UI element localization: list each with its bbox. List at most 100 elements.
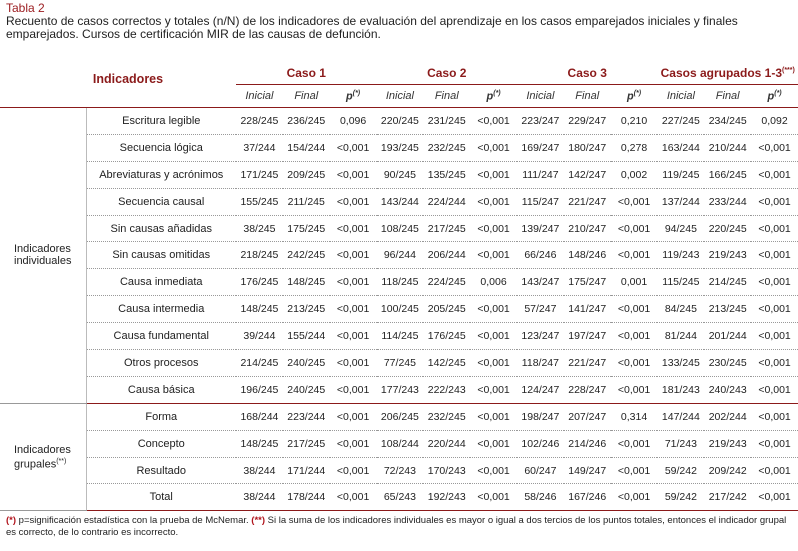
cell: 213/245: [282, 295, 330, 324]
cell: <0,001: [329, 215, 377, 243]
cell: <0,001: [470, 215, 517, 243]
table-label: Tabla 2: [6, 1, 45, 15]
data-row: Abreviaturas y acrónimos 171/245 209/245 <0…: [0, 161, 798, 189]
cell: <0,001: [329, 161, 377, 189]
data-row: Otros procesos 214/245 240/245 <0,001 77/245…: [0, 349, 798, 377]
cell: 228/247: [563, 376, 611, 404]
cell: 214/245: [236, 349, 283, 377]
cell: 137/244: [657, 188, 705, 216]
sub-header-text: p: [346, 90, 353, 103]
sub-header-sup: (*): [633, 89, 642, 97]
cell: <0,001: [470, 322, 517, 351]
column-group-header: Caso 2: [376, 54, 517, 85]
cell: 214/246: [563, 430, 611, 458]
cell: 148/245: [282, 268, 330, 297]
indicator-name: Secuencia lógica: [86, 134, 237, 162]
cell: 60/247: [516, 457, 564, 485]
cell: <0,001: [751, 376, 798, 404]
table-head: Indicadores Caso 1 Caso 2 Caso 3 Casos agru…: [0, 54, 798, 108]
data-row: Secuencia causal 155/245 211/245 <0,001 143/…: [0, 188, 798, 216]
cell: 220/245: [704, 215, 752, 243]
cell: 221/247: [563, 349, 611, 377]
sub-header-text: Final: [434, 90, 459, 102]
indicator-name: Sin causas añadidas: [86, 215, 237, 243]
indicator-name: Causa fundamental: [86, 322, 237, 351]
cell: 114/245: [376, 322, 424, 351]
cell: <0,001: [329, 268, 377, 297]
indicator-name: Secuencia causal: [86, 188, 237, 216]
data-row: Causa básica 196/245 240/245 <0,001 177/243 2…: [0, 376, 798, 404]
cell: 155/244: [282, 322, 330, 351]
indicator-name: Sin causas omitidas: [86, 241, 237, 270]
cell: <0,001: [610, 376, 658, 404]
cell: 220/245: [376, 107, 424, 135]
sub-header: p(*): [470, 84, 517, 108]
cell: 66/246: [516, 241, 564, 270]
cell: 142/245: [423, 349, 471, 377]
cell: 178/244: [282, 483, 330, 512]
footnote-mark: (**): [251, 515, 266, 527]
sub-header-text: p: [767, 90, 775, 103]
sub-header-text: Final: [294, 90, 319, 102]
cell: 148/245: [236, 295, 283, 324]
cell: <0,001: [329, 295, 377, 324]
cell: 119/245: [657, 161, 705, 189]
cell: 234/245: [704, 107, 752, 135]
sub-header: Inicial: [657, 84, 705, 108]
cell: 38/244: [236, 457, 283, 485]
cell: 143/244: [376, 188, 424, 216]
cell: <0,001: [329, 349, 377, 377]
cell: <0,001: [751, 430, 798, 458]
cell: 59/242: [657, 457, 705, 485]
cell: 227/245: [657, 107, 705, 135]
cell: 171/245: [236, 161, 283, 189]
cell: <0,001: [610, 241, 658, 270]
cell: 224/245: [423, 268, 471, 297]
cell: 147/244: [657, 403, 705, 431]
cell: <0,001: [470, 107, 517, 135]
cell: 219/243: [704, 241, 752, 270]
cell: <0,001: [610, 322, 658, 351]
indicator-name: Forma: [86, 403, 237, 431]
cell: <0,001: [610, 215, 658, 243]
cell: 38/245: [236, 215, 283, 243]
caption-text: Recuento de casos correctos y totales (n…: [6, 14, 738, 41]
cell: 118/247: [516, 349, 564, 377]
cell: 196/245: [236, 376, 283, 404]
cell: 211/245: [282, 188, 330, 216]
cell: 133/245: [657, 349, 705, 377]
data-row: Causa fundamental 39/244 155/244 <0,001 114/…: [0, 322, 798, 351]
cell: 58/246: [516, 483, 564, 512]
cell: 119/243: [657, 241, 705, 270]
sub-header-sup: (*): [774, 89, 782, 97]
group-sup: (***): [782, 67, 795, 74]
cell: 124/247: [516, 376, 564, 404]
cell: <0,001: [610, 349, 658, 377]
cell: <0,001: [610, 188, 658, 216]
cell: <0,001: [610, 483, 658, 512]
cell: 71/243: [657, 430, 705, 458]
sub-header-text: Inicial: [245, 90, 274, 102]
cell: 84/245: [657, 295, 705, 324]
cell: <0,001: [751, 322, 798, 351]
cell: 90/245: [376, 161, 424, 189]
indicator-name: Total: [86, 483, 237, 512]
cell: 168/244: [236, 403, 283, 431]
cell: <0,001: [329, 134, 377, 162]
sub-header: Final: [563, 84, 611, 108]
cell: 177/243: [376, 376, 424, 404]
cell: 65/243: [376, 483, 424, 512]
cell: 166/245: [704, 161, 752, 189]
cell: 77/245: [376, 349, 424, 377]
cell: 108/245: [376, 215, 424, 243]
cell: 0,278: [610, 134, 658, 162]
sub-header: p(*): [610, 84, 658, 108]
cell: 163/244: [657, 134, 705, 162]
corner-header: Indicadores: [0, 54, 237, 108]
footnote-text: Si la suma de los indicadores individual…: [6, 515, 787, 539]
footnote: (*) p=significación estadística con la p…: [0, 511, 798, 539]
cell: 230/245: [704, 349, 752, 377]
sub-header: p(*): [751, 84, 798, 108]
cell: <0,001: [470, 349, 517, 377]
